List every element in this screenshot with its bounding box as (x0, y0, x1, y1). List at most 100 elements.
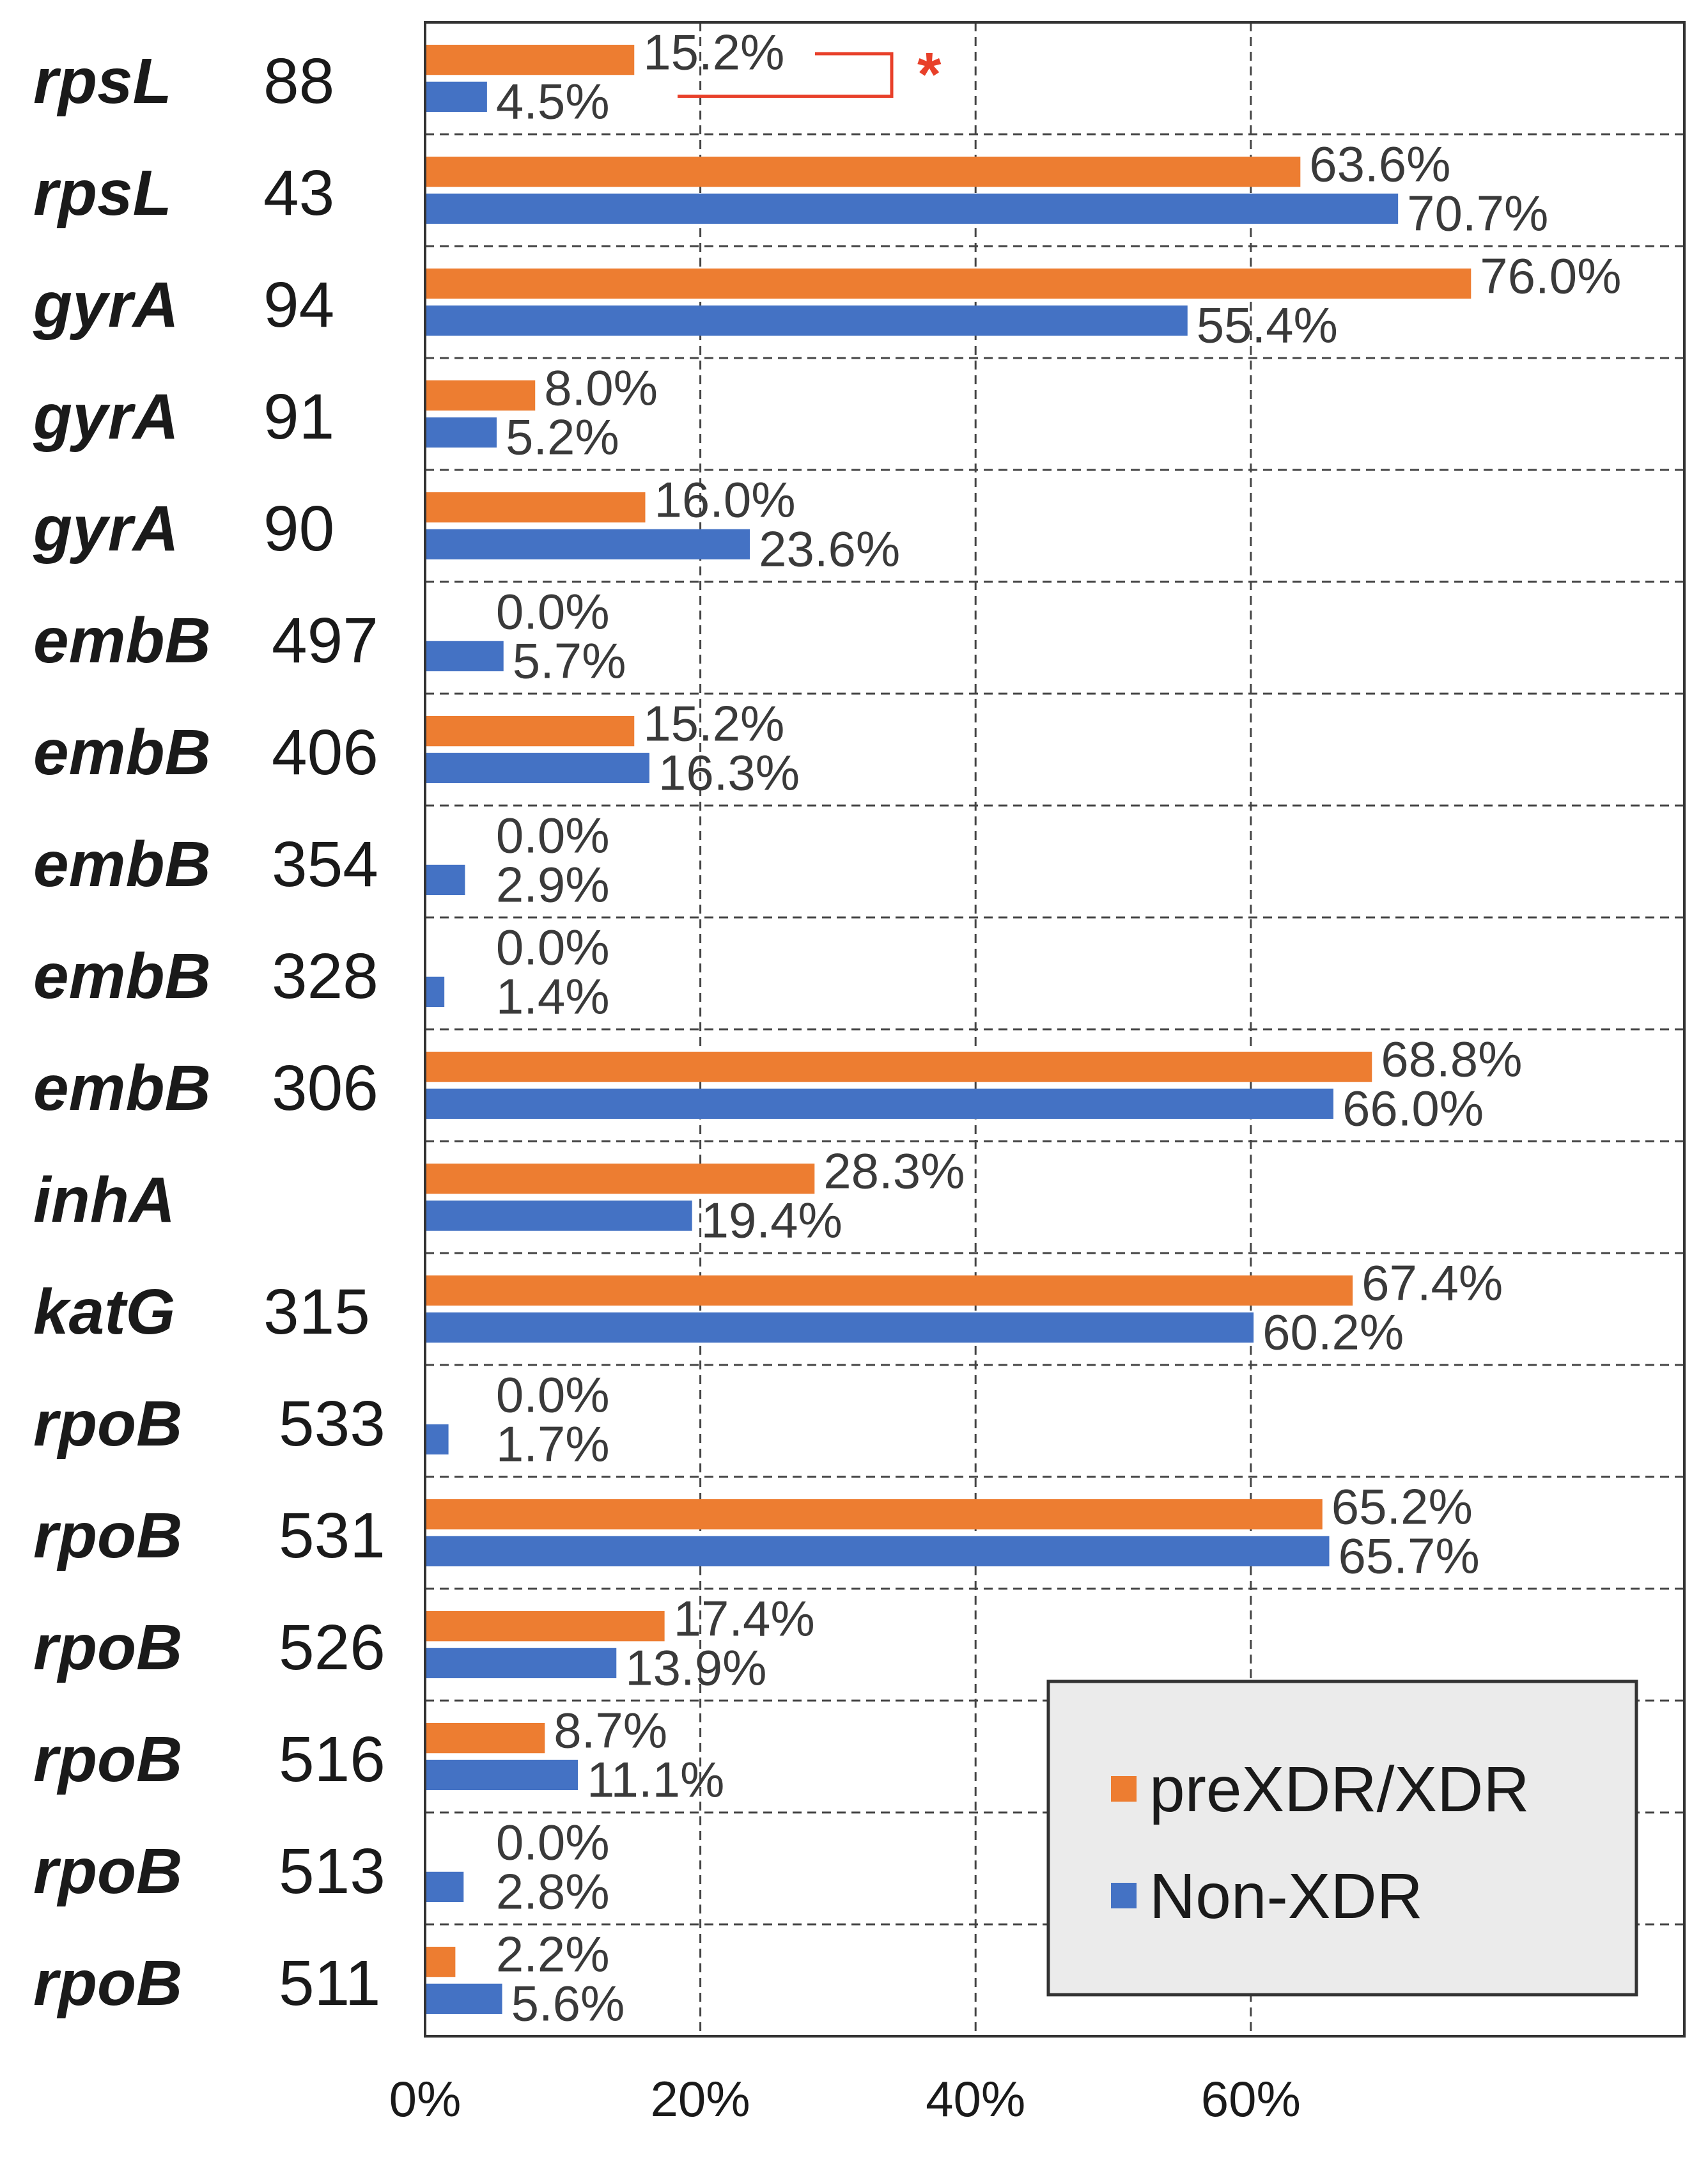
category-gene-label: rpoB (33, 1724, 182, 1795)
category-gene-label: rpsL (33, 157, 172, 229)
category-codon-label: 533 (279, 1388, 385, 1460)
data-label-prexdr: 67.4% (1362, 1255, 1503, 1311)
data-label-prexdr: 0.0% (496, 584, 610, 640)
category-gene-label: embB (33, 605, 211, 676)
bar-prexdr (425, 492, 646, 523)
x-tick-label: 60% (1201, 2071, 1301, 2127)
bar-nonxdr (425, 1871, 464, 1902)
bar-prexdr (425, 716, 635, 747)
data-label-prexdr: 0.0% (496, 919, 610, 976)
legend-box (1046, 1680, 1638, 1997)
bar-prexdr (425, 1611, 665, 1642)
bar-nonxdr (425, 641, 504, 671)
plot-frame (424, 21, 1686, 2038)
bar-nonxdr (425, 81, 487, 112)
data-label-nonxdr: 16.3% (658, 745, 800, 801)
category-gene-label: rpoB (33, 1947, 182, 2019)
category-codon-label: 306 (272, 1052, 378, 1124)
data-label-prexdr: 63.6% (1309, 136, 1450, 192)
data-label-prexdr: 15.2% (643, 24, 784, 81)
category-gene-label: rpoB (33, 1836, 182, 1907)
category-codon-label: 90 (263, 493, 334, 565)
data-label-prexdr: 15.2% (643, 696, 784, 752)
data-label-nonxdr: 65.7% (1339, 1528, 1480, 1584)
category-codon-label: 43 (263, 157, 334, 229)
x-tick-layer: 0% 20% 40% 60% (389, 2071, 1301, 2127)
data-label-nonxdr: 4.5% (496, 74, 610, 130)
category-gene-label: embB (33, 1052, 211, 1124)
bar-nonxdr (425, 1088, 1333, 1119)
bar-nonxdr (425, 1759, 578, 1790)
category-gene-label: rpoB (33, 1388, 182, 1460)
annotation-layer: * (678, 40, 942, 109)
x-tick-label: 0% (389, 2071, 462, 2127)
significance-bracket (678, 52, 894, 98)
category-codon-label: 354 (272, 829, 378, 900)
category-codon-label: 526 (279, 1612, 385, 1683)
data-label-prexdr: 0.0% (496, 1367, 610, 1423)
legend: preXDR/XDR Non-XDR (1046, 1680, 1638, 1997)
data-label-nonxdr: 2.8% (496, 1864, 610, 1920)
data-label-prexdr: 8.7% (554, 1703, 667, 1759)
data-label-prexdr: 0.0% (496, 1814, 610, 1871)
bar-nonxdr (425, 1648, 617, 1678)
data-label-prexdr: 0.0% (496, 807, 610, 864)
data-label-prexdr: 76.0% (1480, 248, 1621, 304)
significance-star: * (917, 40, 942, 109)
category-codon-label: 511 (279, 1947, 380, 2019)
bar-prexdr (425, 380, 536, 411)
bar-prexdr (425, 1723, 545, 1754)
data-label-nonxdr: 23.6% (759, 521, 900, 577)
data-label-nonxdr: 5.7% (513, 633, 626, 689)
bar-nonxdr (425, 529, 750, 559)
category-codon-label: 315 (263, 1276, 370, 1348)
category-codon-label: 513 (279, 1836, 385, 1907)
category-codon-label: 328 (272, 940, 378, 1012)
x-tick-label: 40% (926, 2071, 1025, 2127)
bar-nonxdr (425, 864, 465, 895)
category-gene-label: katG (33, 1276, 175, 1348)
category-codon-label: 516 (279, 1724, 385, 1795)
bar-prexdr (425, 157, 1301, 187)
data-label-prexdr: 17.4% (674, 1591, 815, 1647)
bar-prexdr (425, 1499, 1323, 1530)
bar-prexdr (425, 1275, 1353, 1306)
data-label-nonxdr: 1.7% (496, 1416, 610, 1472)
legend-swatch-nonxdr (1111, 1883, 1137, 1908)
category-codon-label: 531 (279, 1500, 385, 1571)
category-label-layer: rpsL 88 rpsL 43 gyrA 94 gyrA 91 gyrA 90 embB 497 emb… (33, 45, 385, 2019)
bar-nonxdr (425, 1983, 502, 2014)
data-label-prexdr: 68.8% (1381, 1031, 1522, 1087)
data-label-prexdr: 2.2% (496, 1926, 610, 1983)
category-gene-label: embB (33, 940, 211, 1012)
category-gene-label: gyrA (33, 381, 179, 453)
bar-prexdr (425, 45, 635, 75)
data-label-nonxdr: 11.1% (587, 1752, 724, 1808)
category-codon-label: 88 (263, 45, 334, 117)
x-tick-label: 20% (651, 2071, 750, 2127)
legend-label-nonxdr: Non-XDR (1149, 1860, 1423, 1932)
data-label-nonxdr: 19.4% (701, 1192, 842, 1249)
bar-prexdr (425, 1052, 1372, 1082)
data-label-nonxdr: 5.2% (506, 409, 619, 465)
data-label-nonxdr: 70.7% (1407, 185, 1548, 242)
category-codon-label: 406 (272, 717, 378, 788)
data-label-nonxdr: 2.9% (496, 857, 610, 913)
category-gene-label: rpoB (33, 1500, 182, 1571)
data-label-nonxdr: 66.0% (1342, 1080, 1484, 1137)
bar-nonxdr (425, 1200, 692, 1231)
bar-nonxdr (425, 1424, 449, 1454)
bar-layer: 15.2% 4.5% 63.6%70.7% 76.0% 55.4% 8.0%5.2% 16.… (425, 24, 1621, 2032)
data-label-nonxdr: 5.6% (511, 1976, 625, 2032)
data-label-prexdr: 65.2% (1331, 1479, 1473, 1535)
bar-nonxdr (425, 1312, 1254, 1343)
bar-prexdr (425, 269, 1471, 299)
category-gene-label: rpsL (33, 45, 172, 117)
bar-nonxdr (425, 1536, 1330, 1566)
category-codon-label: 94 (263, 269, 334, 341)
category-gene-label: embB (33, 829, 211, 900)
bar-nonxdr (425, 305, 1188, 336)
category-gene-label: embB (33, 717, 211, 788)
data-label-nonxdr: 60.2% (1262, 1304, 1404, 1360)
